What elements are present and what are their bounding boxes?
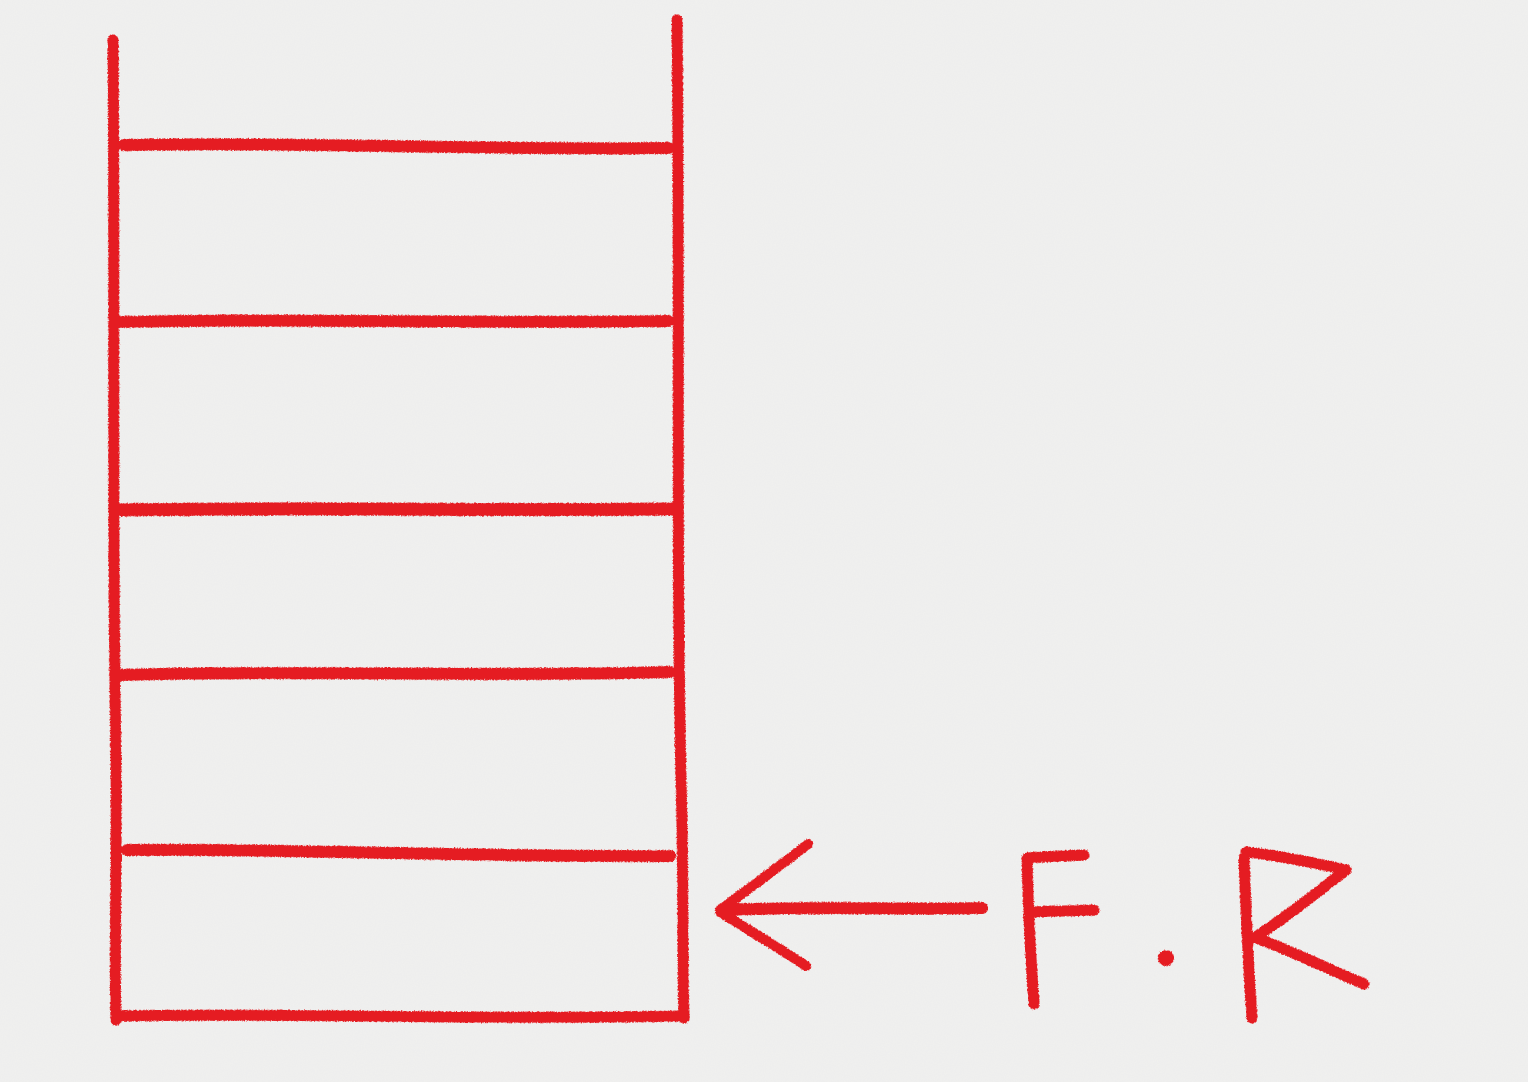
label-dot	[1158, 950, 1174, 966]
stack-left-rail	[107, 34, 122, 1026]
stack-bottom-edge	[110, 1009, 690, 1023]
stack-divider-3	[113, 502, 679, 517]
letter-f-mid-bar	[1027, 904, 1100, 918]
arrow-shaft	[718, 902, 988, 916]
label-letter-r	[1238, 846, 1370, 1024]
letter-r-bowl	[1240, 846, 1352, 944]
stack-divider-2	[114, 314, 674, 328]
letter-r-leg	[1250, 932, 1370, 990]
letter-f-top-bar	[1022, 849, 1090, 864]
arrow-head-lower	[715, 907, 811, 971]
label-dot-text: .	[1166, 999, 1167, 1001]
left-arrow-icon	[715, 839, 988, 971]
stack-divider-4	[114, 666, 676, 681]
letter-f-stem	[1021, 852, 1040, 1010]
letter-r-stem	[1238, 852, 1258, 1024]
label-letter-f	[1021, 849, 1100, 1010]
arrow-head-upper	[715, 839, 813, 915]
stack-right-rail	[671, 14, 690, 1024]
stack-divider-1	[118, 138, 674, 155]
stack-divider-5	[121, 843, 676, 863]
